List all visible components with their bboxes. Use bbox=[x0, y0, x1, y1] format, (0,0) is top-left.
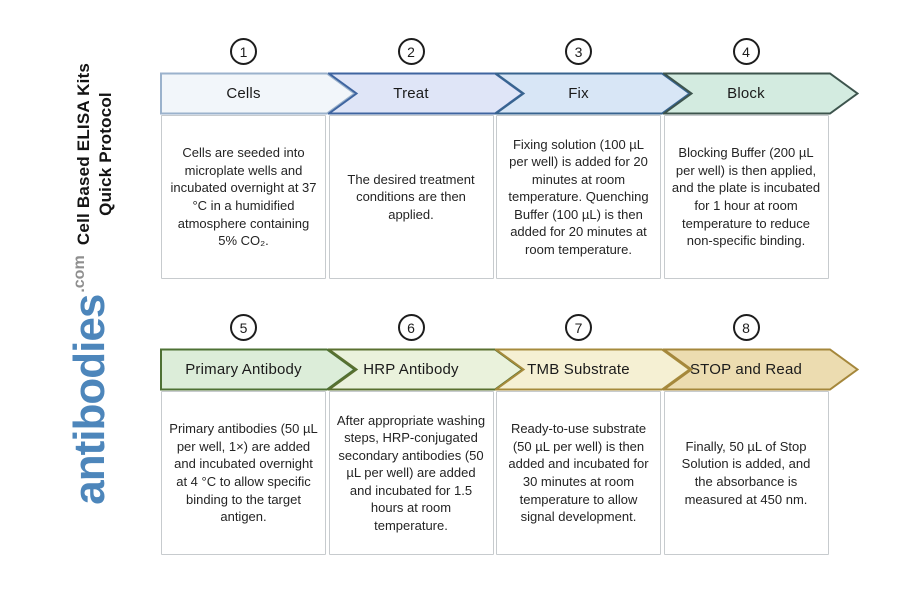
step-arrow: Primary Antibody bbox=[160, 348, 356, 391]
step-number: 4 bbox=[742, 43, 750, 60]
step-description: Blocking Buffer (200 µL per well) is the… bbox=[663, 115, 829, 279]
flow-row-2: 5 Primary Antibody Primary antibodies (5… bbox=[160, 314, 860, 559]
step-number-badge: 8 bbox=[732, 314, 760, 341]
step-number: 6 bbox=[407, 319, 415, 336]
step-number-badge: 2 bbox=[397, 38, 425, 65]
step-column-3: 3 Fix Fixing solution (100 µL per well) … bbox=[495, 38, 691, 283]
step-number: 3 bbox=[574, 43, 583, 60]
flow-row-1: 1 Cells Cells are seeded into microplate… bbox=[160, 38, 860, 283]
step-number-badge: 5 bbox=[230, 314, 257, 341]
step-number-badge: 7 bbox=[565, 314, 592, 341]
step-number-badge: 1 bbox=[230, 38, 257, 65]
step-number: 1 bbox=[239, 43, 248, 60]
step-description: Fixing solution (100 µL per well) is add… bbox=[496, 115, 661, 279]
step-description: Cells are seeded into microplate wells a… bbox=[161, 115, 326, 279]
brand-logo-text: antibodies bbox=[65, 294, 114, 505]
step-column-5: 5 Primary Antibody Primary antibodies (5… bbox=[160, 314, 356, 559]
step-column-8: 8 STOP and Read Finally, 50 µL of Stop S… bbox=[662, 314, 859, 559]
step-description: Ready-to-use substrate (50 µL per well) … bbox=[496, 391, 661, 555]
step-description: After appropriate washing steps, HRP-con… bbox=[328, 391, 494, 555]
step-number-badge: 6 bbox=[397, 314, 425, 341]
step-title: Primary Antibody bbox=[185, 361, 302, 378]
step-column-4: 4 Block Blocking Buffer (200 µL per well… bbox=[662, 38, 859, 283]
arrow-shape bbox=[662, 348, 859, 391]
step-title: HRP Antibody bbox=[363, 361, 459, 378]
step-number-badge: 4 bbox=[732, 38, 760, 65]
step-title: Fix bbox=[568, 85, 589, 102]
step-number: 2 bbox=[407, 43, 415, 60]
step-title: Cells bbox=[226, 85, 261, 102]
brand-logo-suffix: .com bbox=[71, 255, 88, 293]
arrow-shape bbox=[662, 72, 859, 115]
step-column-6: 6 HRP Antibody After appropriate washing… bbox=[327, 314, 524, 559]
step-arrow: STOP and Read bbox=[662, 348, 859, 391]
step-description: Primary antibodies (50 µL per well, 1×) … bbox=[161, 391, 326, 555]
step-column-2: 2 Treat The desired treatment conditions… bbox=[327, 38, 524, 283]
step-number: 5 bbox=[239, 319, 248, 336]
step-description: Finally, 50 µL of Stop Solution is added… bbox=[663, 391, 829, 555]
step-column-7: 7 TMB Substrate Ready-to-use substrate (… bbox=[495, 314, 691, 559]
step-number: 8 bbox=[742, 319, 750, 336]
step-description: The desired treatment conditions are the… bbox=[328, 115, 494, 279]
step-column-1: 1 Cells Cells are seeded into microplate… bbox=[160, 38, 356, 283]
step-title: Block bbox=[727, 85, 765, 102]
brand-logo: antibodies .com bbox=[62, 230, 118, 530]
step-number: 7 bbox=[574, 319, 583, 336]
step-number-badge: 3 bbox=[565, 38, 592, 65]
step-arrow: Block bbox=[662, 72, 859, 115]
step-title: TMB Substrate bbox=[527, 361, 630, 378]
step-title: Treat bbox=[393, 85, 429, 102]
step-title: STOP and Read bbox=[689, 361, 803, 378]
